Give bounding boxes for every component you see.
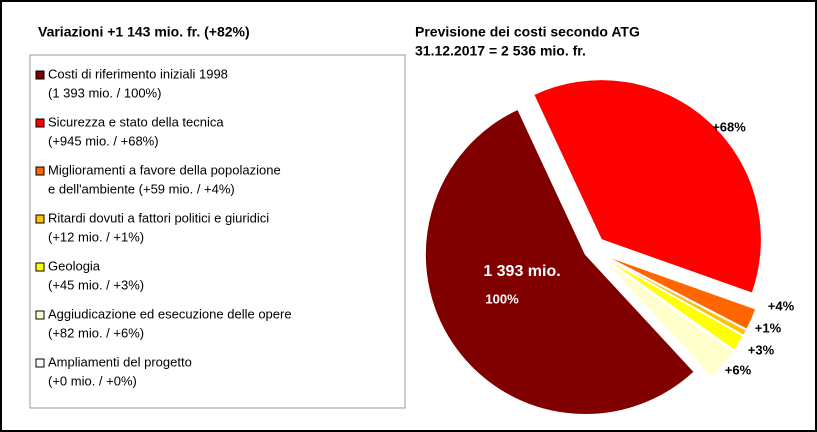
pie-slice	[603, 257, 744, 351]
pie-slice	[604, 255, 757, 330]
legend-label: (+0 mio. / +0%)	[48, 373, 137, 388]
legend-box	[29, 54, 406, 409]
legend-label: (+45 mio. / +3%)	[48, 277, 144, 292]
legend-label: (+82 mio. / +6%)	[48, 325, 144, 340]
legend-label: Miglioramenti a favore della popolazione	[48, 162, 281, 177]
legend-label: Geologia	[48, 258, 101, 273]
legend-swatch	[35, 214, 45, 224]
pie-slice	[602, 258, 734, 378]
pie-title: 31.12.2017 = 2 536 mio. fr.	[415, 43, 586, 59]
legend-swatch	[35, 358, 45, 368]
pie-slice	[533, 79, 762, 294]
legend-swatch	[35, 310, 45, 320]
pie-slice	[424, 108, 695, 415]
chart-title: Variazioni +1 143 mio. fr. (+82%)	[38, 24, 250, 40]
pie-title: Previsione dei costi secondo ATG	[415, 24, 640, 40]
legend-swatch	[35, 70, 45, 80]
legend-label: e dell'ambiente (+59 mio. / +4%)	[48, 181, 235, 196]
legend-label: (+945 mio. / +68%)	[48, 133, 159, 148]
data-label: +68%	[712, 119, 746, 134]
legend-swatch	[35, 262, 45, 272]
slice-annotation: 1 393 mio.	[483, 263, 560, 280]
data-label: +4%	[768, 298, 795, 313]
legend-label: Sicurezza e stato della tecnica	[48, 114, 224, 129]
data-label: +1%	[755, 320, 782, 335]
data-label: 100%	[485, 291, 519, 306]
legend-label: (+12 mio. / +1%)	[48, 229, 144, 244]
legend-label: Costi di riferimento iniziali 1998	[48, 66, 228, 81]
legend-label: (1 393 mio. / 100%)	[48, 85, 161, 100]
legend-label: Ampliamenti del progetto	[48, 354, 192, 369]
legend-label: Aggiudicazione ed esecuzione delle opere	[48, 306, 292, 321]
data-label: +6%	[725, 362, 752, 377]
legend-label: Ritardi dovuti a fattori politici e giur…	[48, 210, 269, 225]
pie-slice	[604, 256, 748, 336]
legend-swatch	[35, 118, 45, 128]
data-label: +3%	[748, 342, 775, 357]
legend-swatch	[35, 166, 45, 176]
pie-slice	[601, 259, 711, 379]
